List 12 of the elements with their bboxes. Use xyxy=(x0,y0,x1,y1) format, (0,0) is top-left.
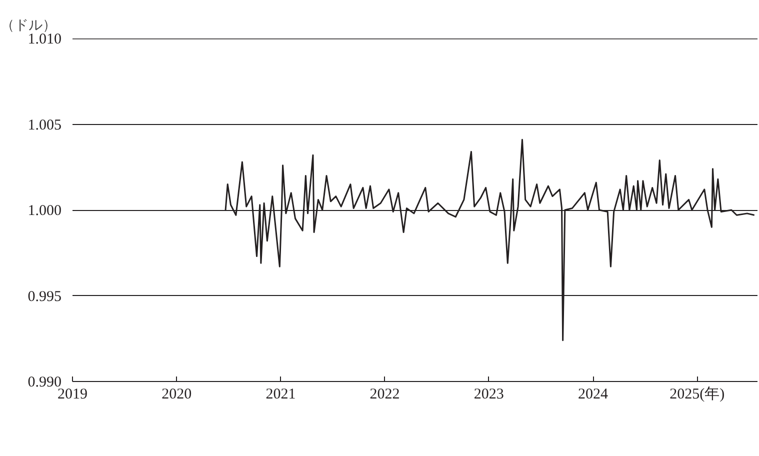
x-tick-label: 2020 xyxy=(162,386,192,402)
x-tick-label: 2023 xyxy=(474,386,504,402)
x-tick-label: 2022 xyxy=(370,386,400,402)
x-tick-label: 2025(年) xyxy=(670,386,725,402)
y-tick-label: 0.995 xyxy=(28,288,62,305)
x-tick-label: 2021 xyxy=(266,386,296,402)
y-axis-title: （ドル） xyxy=(0,18,56,34)
y-tick-label: 1.005 xyxy=(28,117,62,134)
y-tick-label: 1.000 xyxy=(28,203,62,219)
x-tick-label: 2024 xyxy=(578,386,609,402)
x-tick-label: 2019 xyxy=(58,386,88,402)
y-tick-label: 1.010 xyxy=(28,32,62,48)
